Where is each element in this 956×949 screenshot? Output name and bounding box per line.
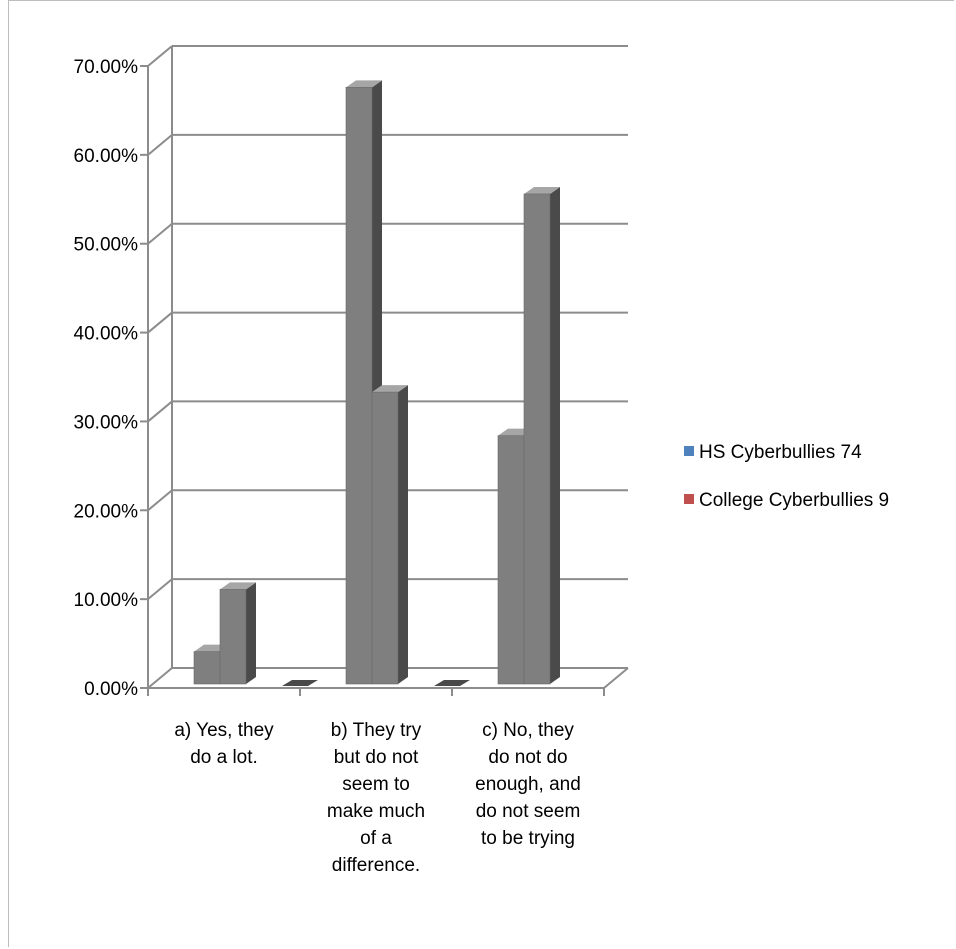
bar-s0-c2: [497, 435, 525, 685]
x-tick-label-line: make much: [327, 801, 425, 822]
y-tick-label-4: 40.00%: [74, 324, 139, 345]
x-tick-label-line: seem to: [342, 774, 410, 795]
x-tick-label-line: enough, and: [475, 774, 581, 795]
gridline-depth-1: [147, 578, 173, 600]
y-tick-label-5: 50.00%: [74, 235, 139, 256]
gridline-depth-7: [147, 45, 173, 67]
x-tick-label-0: a) Yes, they do a lot.: [174, 720, 274, 768]
bar-top-s0-c1: [346, 80, 382, 88]
legend-label-0: HS Cyberbullies 74: [699, 442, 862, 463]
legend-swatch-0: [684, 446, 694, 456]
x-tick-label-1: b) They try but do not seem to make much of …: [327, 720, 425, 876]
gridline-depth-6: [147, 134, 173, 156]
x-tick-label-line: b) They try: [331, 720, 422, 741]
x-tick-label-line: c) No, they: [482, 720, 574, 741]
gridline-depth-0: [147, 667, 173, 689]
x-tick-label-2: c) No, they do not do enough, and do not se…: [475, 720, 581, 849]
x-tick-label-line: a) Yes, they: [174, 720, 274, 741]
x-tick-label-line: of a: [360, 828, 392, 849]
x-tick-label-line: difference.: [332, 855, 420, 876]
legend-label-1: College Cyberbullies 9: [699, 490, 889, 511]
bar-side-s1-c0: [246, 582, 256, 684]
bar-top-s1-c1: [372, 385, 408, 393]
floor-gap-slab-2: [434, 680, 470, 686]
bar-side-s1-c2: [550, 186, 560, 684]
bar-s0-c1: [345, 87, 373, 685]
gridline-depth-3: [147, 400, 173, 423]
y-tick-label-7: 70.00%: [74, 57, 139, 78]
bar-top-s1-c0: [220, 582, 256, 590]
x-tick-label-line: to be trying: [481, 828, 575, 849]
gridline-depth-4: [147, 311, 173, 334]
x-tick-label-line: but do not: [334, 747, 419, 768]
gridline-depth-2: [147, 489, 173, 512]
bar-top-s1-c2: [524, 186, 560, 194]
bar-s0-c0: [193, 651, 221, 685]
gridline-depth-5: [147, 222, 173, 245]
bar-s1-c2: [523, 193, 551, 685]
bar-s1-c1: [371, 391, 399, 685]
chart-frame: [8, 0, 954, 947]
x-tick-label-line: do not do: [488, 747, 567, 768]
legend-swatch-1: [684, 494, 694, 504]
x-tick-label-line: do not seem: [476, 801, 581, 822]
floor-right-edge: [603, 667, 629, 689]
y-tick-label-3: 30.00%: [74, 412, 139, 433]
floor-gap-slab-1: [282, 680, 318, 686]
x-tick-label-line: do a lot.: [190, 747, 258, 768]
y-tick-label-6: 60.00%: [74, 146, 139, 167]
y-tick-label-0: 0.00%: [84, 679, 138, 700]
y-tick-label-1: 10.00%: [74, 590, 139, 611]
bar-s1-c0: [219, 589, 247, 685]
y-tick-label-2: 20.00%: [74, 501, 139, 522]
bar-side-s1-c1: [398, 385, 408, 684]
